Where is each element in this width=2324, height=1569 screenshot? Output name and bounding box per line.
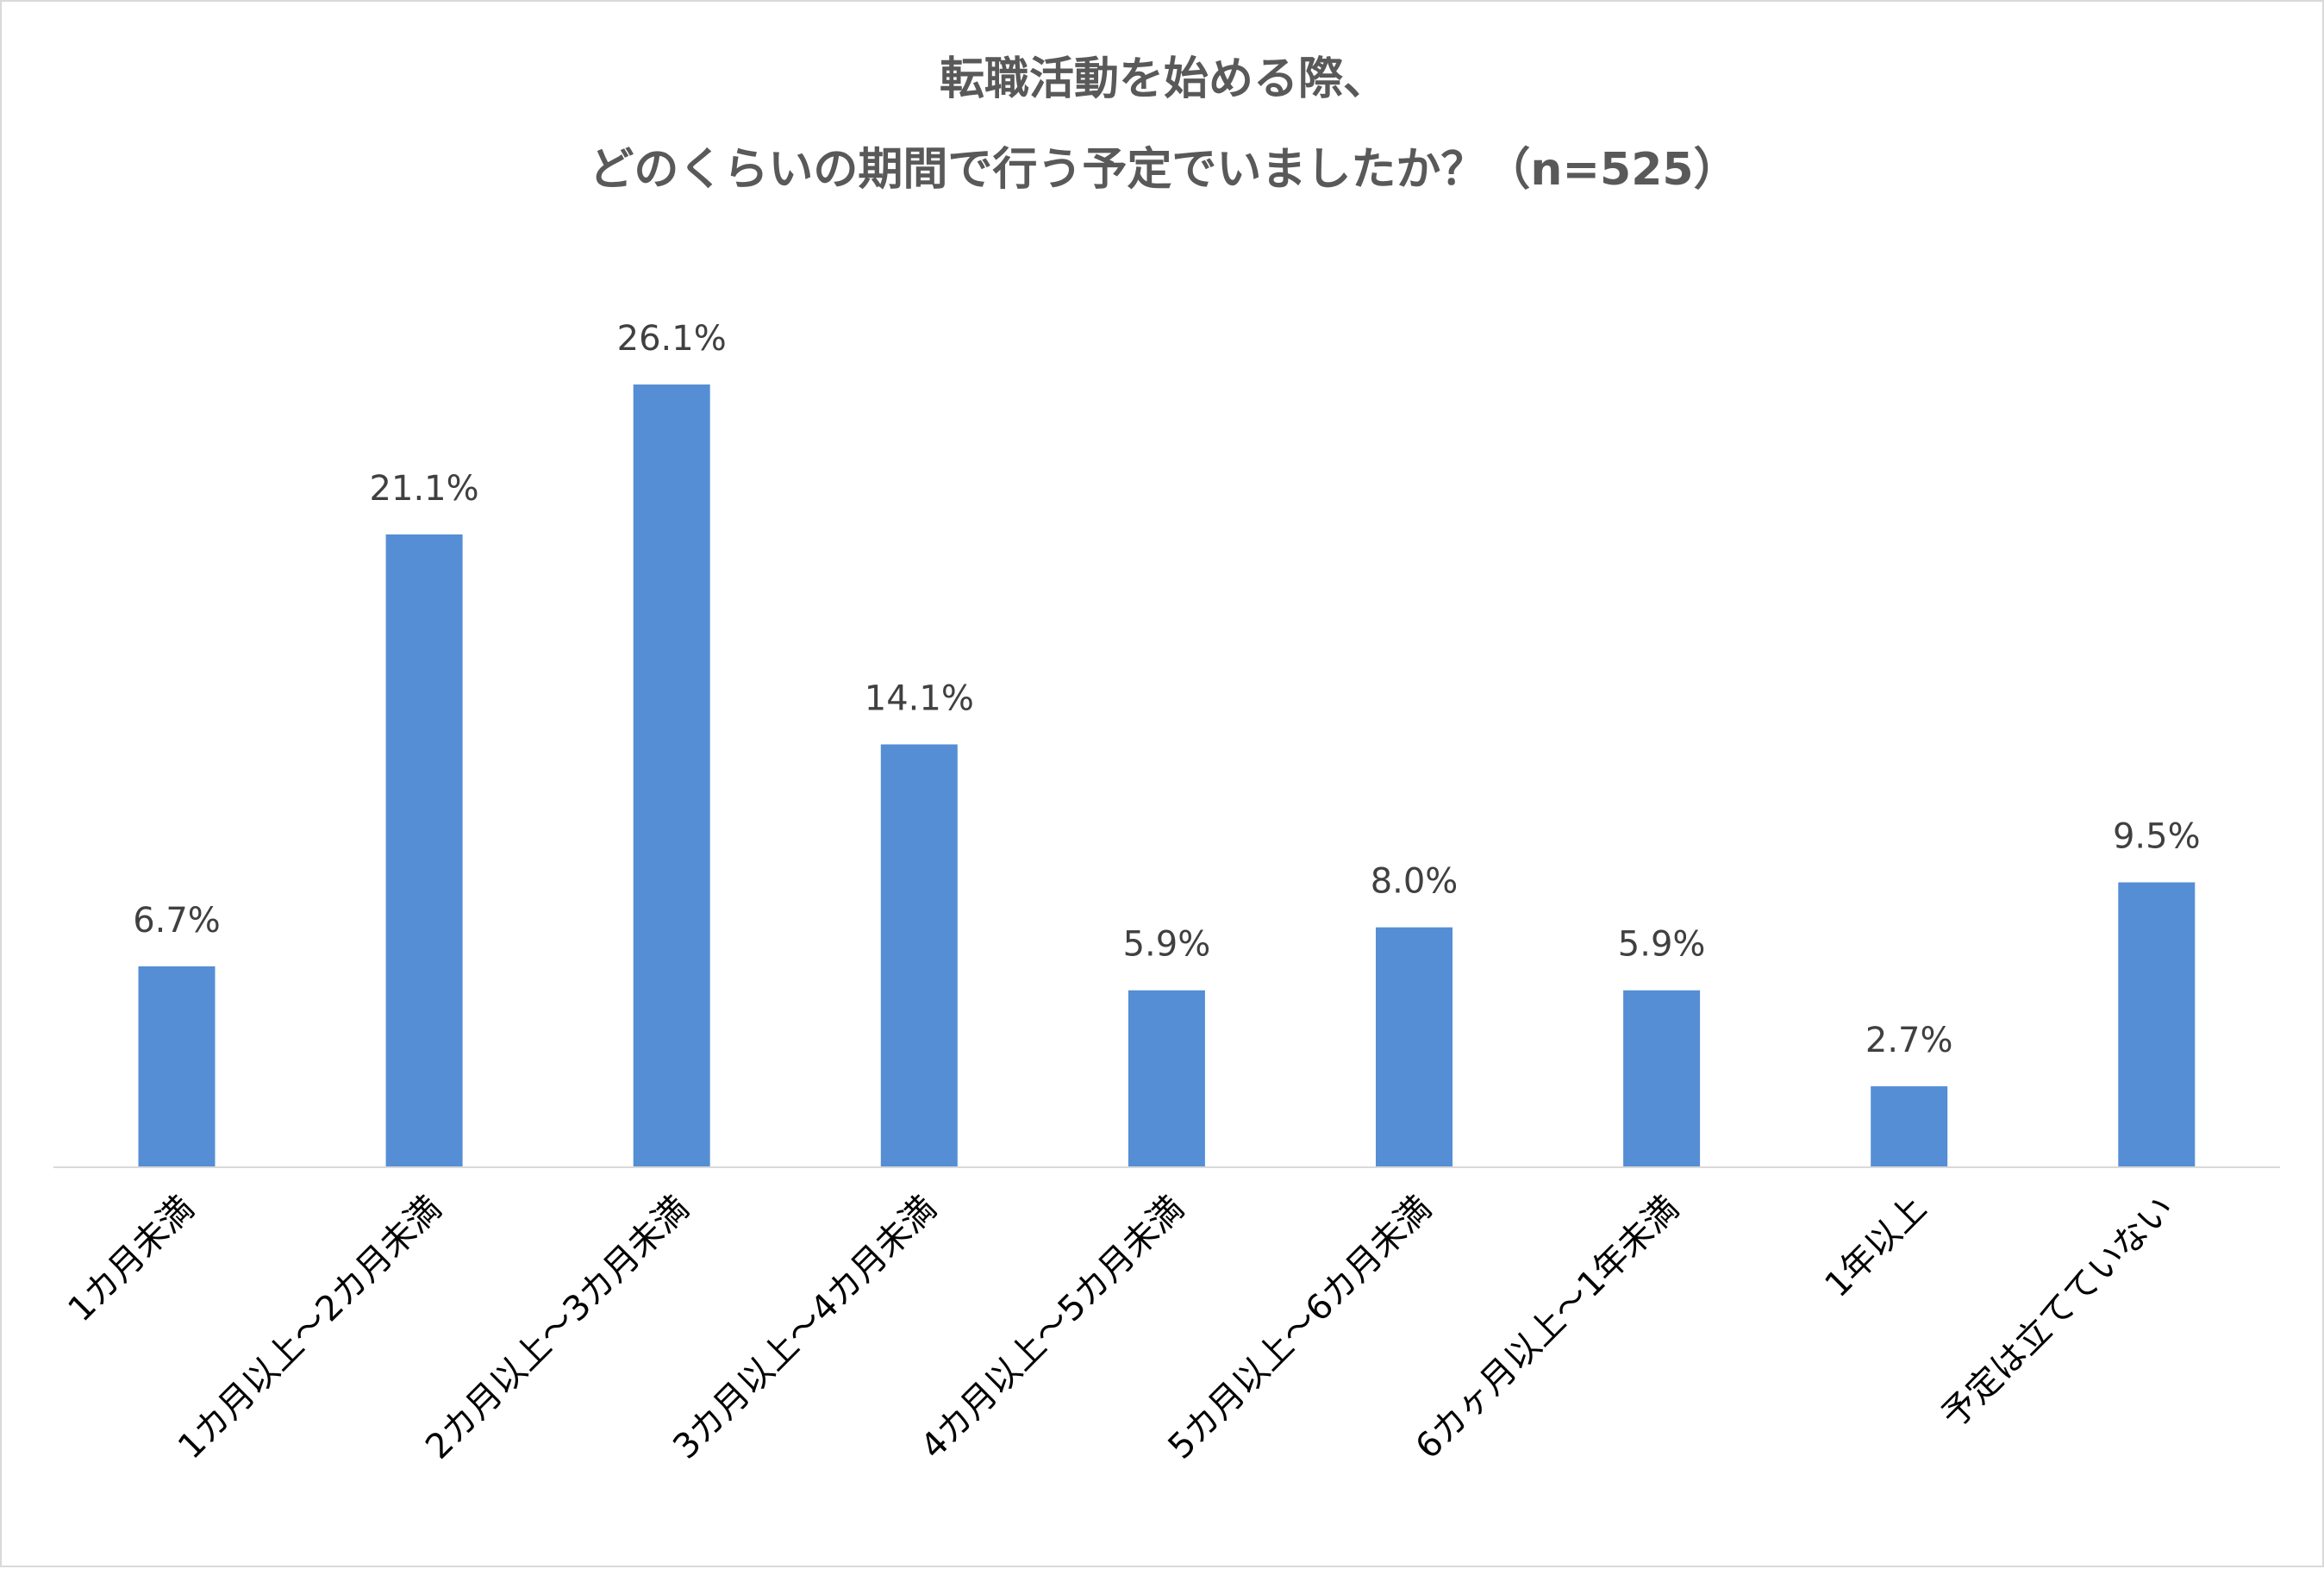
x-tick-label-7: 6カヶ月以上～1年未満 [1409, 1189, 1687, 1467]
bar-3 [633, 384, 710, 1167]
x-tick-label-4: 3カ月以上～4カ月未満 [665, 1189, 944, 1467]
data-label-9: 9.5% [2113, 817, 2201, 857]
data-label-8: 2.7% [1865, 1021, 1953, 1060]
x-tick-label-9: 予定は立てていない [1934, 1189, 2182, 1436]
data-label-6: 8.0% [1371, 862, 1459, 902]
x-tick-label-6: 5カ月以上～6カ月未満 [1160, 1189, 1439, 1467]
data-label-4: 14.1% [865, 678, 974, 718]
chart-title-line-1: 転職活動を始める際、 [940, 53, 1388, 105]
bar-5 [1128, 990, 1205, 1167]
bar-4 [880, 744, 958, 1167]
x-tick-label-2: 1カ月以上～2カ月未満 [171, 1189, 449, 1467]
x-tick-label-3: 2カ月以上～3カ月未満 [418, 1189, 697, 1467]
data-label-3: 26.1% [617, 319, 727, 359]
bar-9 [2118, 882, 2196, 1167]
data-label-5: 5.9% [1123, 925, 1211, 965]
bar-1 [138, 966, 216, 1167]
bar-8 [1871, 1086, 1948, 1167]
bar-6 [1376, 927, 1452, 1167]
chart-title-line-2: どのくらいの期間で行う予定でいましたか？（n=525） [589, 144, 1738, 196]
data-label-2: 21.1% [370, 469, 479, 509]
data-label-1: 6.7% [133, 901, 221, 941]
bar-7 [1623, 990, 1701, 1167]
data-label-7: 5.9% [1618, 925, 1706, 965]
x-tick-label-8: 1年以上 [1817, 1189, 1934, 1305]
bar-2 [385, 534, 463, 1167]
x-tick-label-1: 1カ月未満 [60, 1189, 202, 1330]
x-tick-label-5: 4カ月以上～5カ月未満 [913, 1189, 1191, 1467]
